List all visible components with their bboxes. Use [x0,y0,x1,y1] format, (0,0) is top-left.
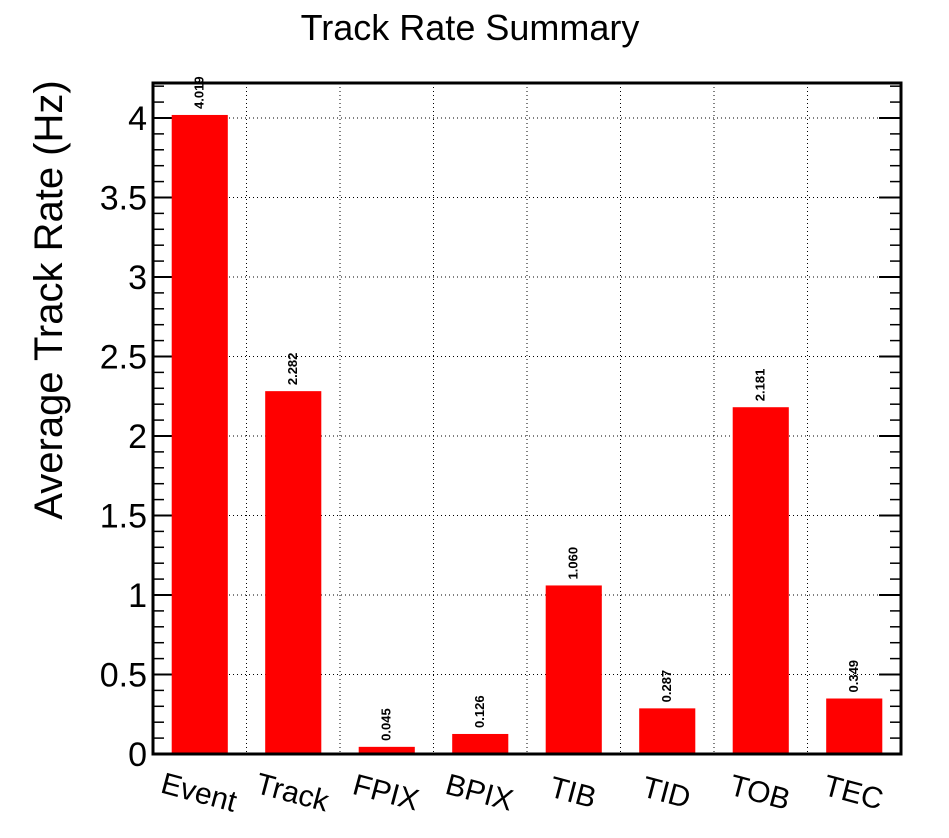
bar-tib [545,585,602,754]
x-tick-label-event: Event [158,767,241,819]
bar-track [265,391,322,754]
bars [171,114,883,754]
bar-tob [732,407,789,754]
x-tick-label-tid: TID [639,771,694,815]
y-tick-labels: 0 0.5 1 1.5 2 2.5 3 3.5 4 [100,100,147,774]
y-tick-label: 3 [128,259,147,297]
plot-frame [151,81,903,756]
y-tick-label: 0.5 [100,656,147,694]
y-tick-label: 2 [128,418,147,456]
data-label-bpix: 0.126 [472,695,487,728]
y-tick-label: 3.5 [100,179,147,217]
bar-tec [826,698,883,754]
y-tick-label: 1.5 [100,497,147,535]
x-tick-label-bpix: BPIX [442,768,517,818]
bar-bpix [452,733,509,754]
y-axis-label: Average Track Rate (Hz) [27,80,71,519]
bar-fpix [358,746,415,754]
x-tick-label-track: Track [252,767,333,818]
data-labels: 4.019 2.282 0.045 0.126 1.060 0.287 2.181 0.349 [192,76,862,740]
y-tick-label: 1 [128,577,147,615]
bar-event [171,114,228,754]
y-tick-label: 4 [128,100,147,138]
x-tick-label-tob: TOB [726,769,794,817]
x-tick-labels: Event Track FPIX BPIX TIB TID TOB TEC [158,767,887,819]
x-tick-label-fpix: FPIX [349,768,422,817]
minor-ticks [153,85,901,755]
data-label-tib: 1.060 [566,547,581,580]
bar-tid [639,708,696,754]
x-tick-label-tec: TEC [820,769,886,816]
chart-title: Track Rate Summary [301,7,640,48]
data-label-event: 4.019 [192,76,207,109]
x-tick-label-tib: TIB [546,771,600,815]
y-tick-label: 2.5 [100,338,147,376]
data-label-tob: 2.181 [753,369,768,402]
data-label-track: 2.282 [285,353,300,386]
data-label-fpix: 0.045 [379,708,394,741]
data-label-tid: 0.287 [659,670,674,703]
y-tick-label: 0 [128,736,147,774]
data-label-tec: 0.349 [846,660,861,693]
